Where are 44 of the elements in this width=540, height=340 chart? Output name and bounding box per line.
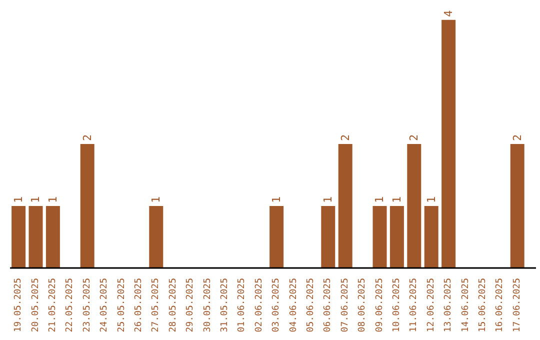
x-tick-label: 01.06.2025	[237, 278, 248, 332]
x-tick-label: 08.06.2025	[358, 278, 368, 332]
x-tick-label: 23.05.2025	[82, 278, 92, 332]
data-label: 1	[373, 196, 386, 203]
x-tick-label: 25.05.2025	[116, 278, 127, 332]
x-tick-label: 05.06.2025	[306, 278, 316, 332]
x-tick-label: 28.05.2025	[168, 278, 178, 332]
x-tick-label: 21.05.2025	[48, 278, 58, 332]
data-label: 1	[12, 196, 26, 203]
data-label: 1	[150, 196, 163, 203]
data-label: 1	[270, 196, 284, 203]
data-label: 1	[322, 196, 335, 203]
data-label: 4	[442, 10, 456, 17]
data-label: 1	[46, 196, 60, 203]
x-tick-label: 22.05.2025	[65, 278, 76, 332]
x-tick-label: 13.06.2025	[444, 278, 454, 332]
data-label: 1	[390, 196, 404, 203]
x-tick-label: 12.06.2025	[426, 278, 436, 332]
x-tick-label: 09.06.2025	[374, 278, 385, 332]
x-tick-label: 19.05.2025	[14, 278, 24, 332]
x-tick-label: 27.05.2025	[151, 278, 162, 332]
x-tick-label: 10.06.2025	[392, 278, 402, 332]
x-tick-label: 14.06.2025	[460, 278, 471, 332]
x-tick-label: 30.05.2025	[202, 278, 213, 332]
x-tick-label: 02.06.2025	[254, 278, 264, 332]
x-tick-label: 17.06.2025	[512, 278, 522, 332]
data-label: 1	[29, 196, 42, 203]
x-tick-label: 31.05.2025	[220, 278, 230, 332]
data-label: 2	[408, 134, 421, 141]
data-label: 2	[338, 134, 352, 141]
x-tick-label: 06.06.2025	[323, 278, 334, 332]
x-tick-label: 15.06.2025	[478, 278, 488, 332]
x-tick-label: 04.06.2025	[288, 278, 299, 332]
x-tick-label: 20.05.2025	[30, 278, 41, 332]
x-tick-label: 03.06.2025	[272, 278, 282, 332]
x-tick-label: 24.05.2025	[100, 278, 110, 332]
data-label: 2	[80, 134, 94, 141]
x-tick-label: 16.06.2025	[495, 278, 506, 332]
x-tick-label: 29.05.2025	[186, 278, 196, 332]
data-label: 1	[424, 196, 438, 203]
x-tick-label: 26.05.2025	[134, 278, 144, 332]
x-tick-label: 11.06.2025	[409, 278, 420, 332]
x-tick-label: 07.06.2025	[340, 278, 350, 332]
data-label: 2	[510, 134, 524, 141]
